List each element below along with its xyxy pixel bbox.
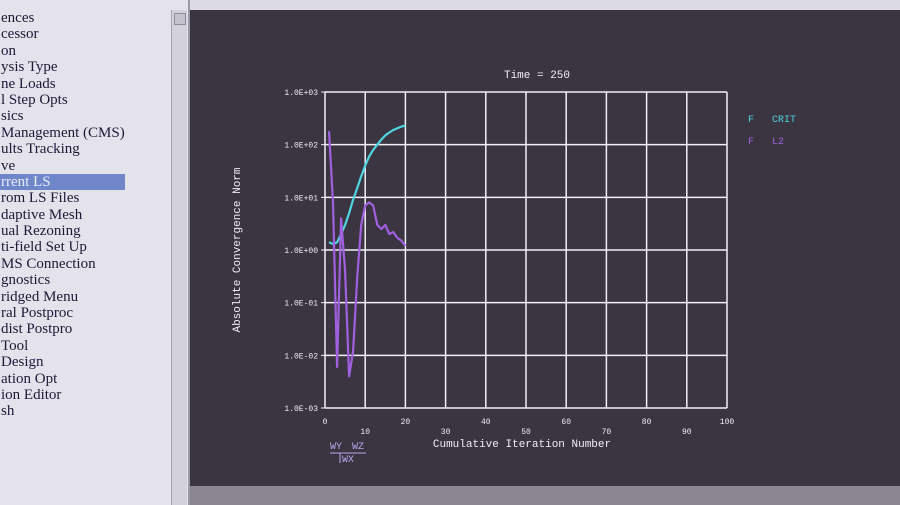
x-tick-label: 100 <box>720 418 735 427</box>
menu-item[interactable]: rom LS Files <box>1 190 80 207</box>
menu-item[interactable]: ral Postproc <box>1 305 74 322</box>
x-tick-label: 0 <box>323 418 328 427</box>
main-menu: ences cessor on ysis Type ne Loads l Step Opt… <box>0 0 190 505</box>
menu-list: ences cessor on ysis Type ne Loads l Step Opt… <box>0 10 125 420</box>
menu-item[interactable]: ve <box>1 157 16 174</box>
menu-item[interactable]: ences <box>1 10 35 26</box>
triad-label: WY <box>330 442 342 453</box>
menu-item[interactable]: ation Opt <box>1 370 58 387</box>
scroll-up-button[interactable] <box>174 13 186 25</box>
menu-item[interactable]: ne Loads <box>1 75 56 92</box>
menu-item[interactable]: dist Postpro <box>1 321 73 338</box>
menu-item[interactable]: ion Editor <box>1 386 62 403</box>
menu-item[interactable]: ual Rezoning <box>1 223 81 240</box>
menu-item[interactable]: sics <box>1 108 24 125</box>
x-tick-label: 70 <box>602 428 612 437</box>
menu-item[interactable]: ti-field Set Up <box>1 239 87 256</box>
menu-item[interactable]: Management (CMS) <box>1 124 125 141</box>
x-tick-label: 20 <box>401 418 411 427</box>
legend-entry: F L2 <box>748 137 784 148</box>
legend-entry: F CRIT <box>748 115 796 126</box>
x-tick-label: 60 <box>561 418 571 427</box>
x-tick-label: 80 <box>642 418 652 427</box>
x-tick-label: 40 <box>481 418 491 427</box>
y-tick-label: 1.0E+00 <box>284 247 318 256</box>
menu-item[interactable]: cessor <box>1 26 39 43</box>
window-top-bar <box>190 0 900 10</box>
menu-item[interactable]: rrent LS <box>0 173 125 191</box>
y-tick-label: 1.0E+01 <box>284 194 318 203</box>
y-tick-label: 1.0E-01 <box>284 300 318 309</box>
menu-item[interactable]: sh <box>1 403 15 420</box>
scrollbar[interactable] <box>171 10 187 505</box>
x-tick-label: 30 <box>441 428 451 437</box>
menu-item[interactable]: on <box>1 42 16 59</box>
y-tick-label: 1.0E-03 <box>284 405 318 414</box>
menu-item[interactable]: ridged Menu <box>1 288 79 305</box>
menu-item[interactable]: MS Connection <box>1 255 96 272</box>
y-tick-label: 1.0E+02 <box>284 142 318 151</box>
menu-item[interactable]: gnostics <box>1 272 51 289</box>
y-tick-label: 1.0E+03 <box>284 89 318 98</box>
menu-item[interactable]: ults Tracking <box>1 141 80 158</box>
chart-title: Time = 250 <box>504 70 570 82</box>
y-tick-label: 1.0E-02 <box>284 352 318 361</box>
x-tick-label: 50 <box>521 428 531 437</box>
x-tick-label: 10 <box>360 428 370 437</box>
menu-item[interactable]: daptive Mesh <box>1 206 83 223</box>
triad-label: WZ <box>352 442 364 453</box>
menu-item[interactable]: Tool <box>1 337 29 354</box>
x-axis-label: Cumulative Iteration Number <box>433 439 611 451</box>
window-bottom-bar <box>190 486 900 505</box>
menu-item[interactable]: Design <box>1 354 44 371</box>
triad-label: WX <box>342 455 354 466</box>
series-line <box>327 131 407 378</box>
menu-item[interactable]: ysis Type <box>1 59 58 76</box>
x-tick-label: 90 <box>682 428 692 437</box>
y-axis-label: Absolute Convergence Norm <box>232 167 244 332</box>
menu-item[interactable]: l Step Opts <box>1 91 68 108</box>
